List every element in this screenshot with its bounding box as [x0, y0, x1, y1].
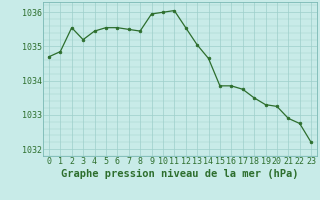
- X-axis label: Graphe pression niveau de la mer (hPa): Graphe pression niveau de la mer (hPa): [61, 169, 299, 179]
